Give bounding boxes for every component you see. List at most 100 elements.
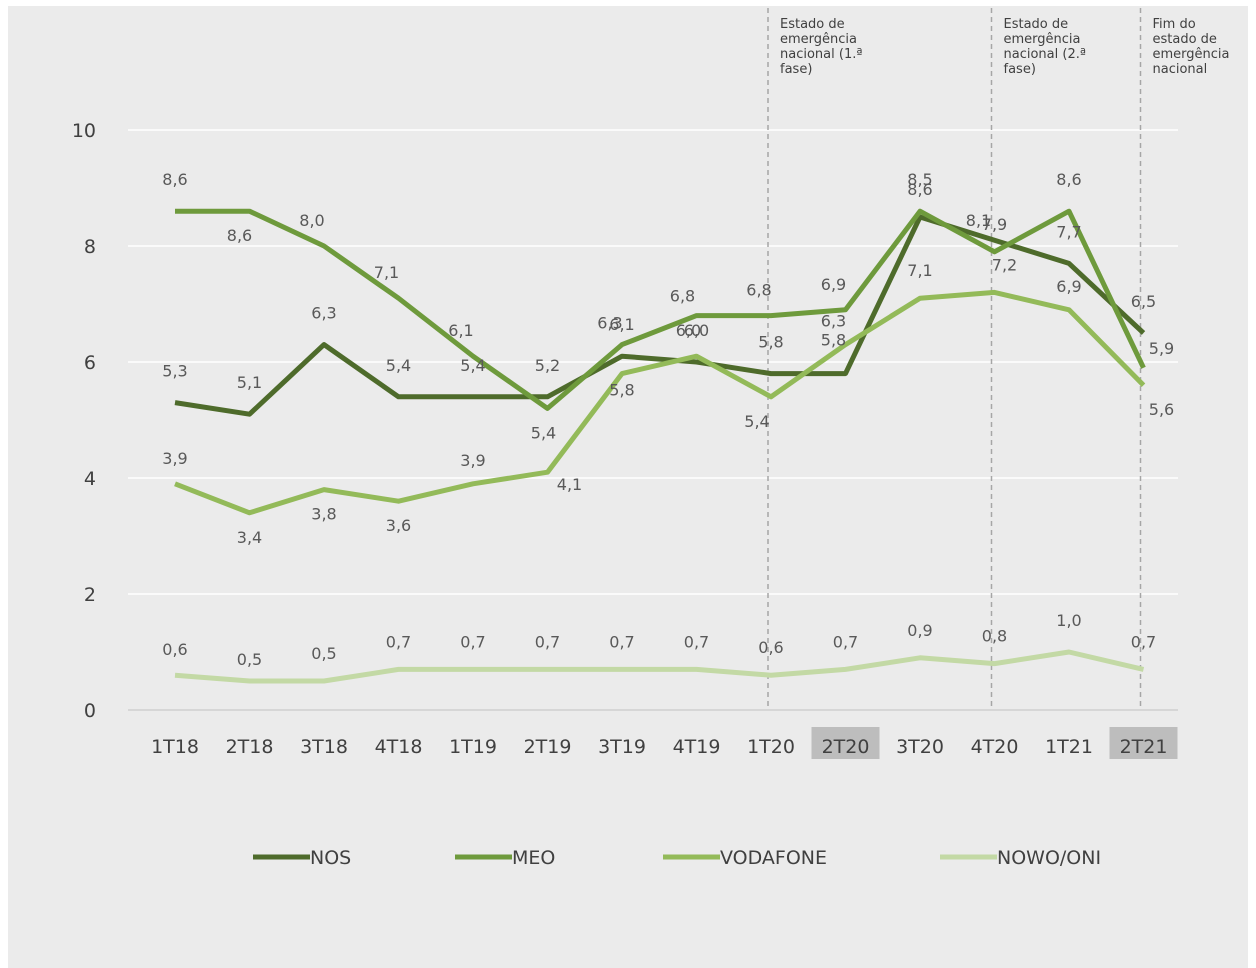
legend-label: NOS: [310, 847, 351, 869]
data-label: 7,1: [907, 261, 932, 280]
data-label: 0,9: [907, 621, 932, 640]
event-annotation-text: nacional: [1153, 62, 1208, 77]
data-label: 6,9: [821, 275, 846, 294]
y-tick-label: 8: [84, 236, 96, 258]
data-label: 5,8: [609, 381, 634, 400]
data-label: 0,7: [460, 632, 485, 651]
y-tick-label: 10: [72, 120, 96, 142]
data-label: 5,4: [531, 423, 556, 442]
data-label: 5,4: [744, 412, 769, 431]
series-line-nos: [174, 214, 1146, 417]
data-label: 8,6: [1056, 170, 1081, 189]
data-label: 5,1: [237, 373, 262, 392]
x-axis: 1T18 2T18 3T18 4T18 1T19 2T19 3T19 4T19 1T20 2T20…: [151, 727, 1178, 759]
legend-label: NOWO/ONI: [997, 847, 1101, 869]
data-label: 6,5: [1131, 292, 1156, 311]
event-annotation-text: fase): [1004, 62, 1036, 77]
data-label: 5,4: [386, 356, 411, 375]
x-tick-label: 1T20: [747, 736, 795, 758]
data-label: 8,5: [907, 170, 932, 189]
data-label: 7,7: [1056, 222, 1081, 241]
y-tick-label: 4: [84, 468, 96, 490]
event-annotation-text: Fim do: [1153, 17, 1196, 32]
x-tick-label: 2T18: [226, 736, 274, 758]
x-tick-label: 3T20: [896, 736, 944, 758]
data-label: 0,7: [535, 632, 560, 651]
data-label: 7,2: [992, 255, 1017, 274]
event-annotation-text: emergência: [1004, 32, 1081, 47]
data-label: 8,6: [162, 170, 187, 189]
data-label: 0,7: [1131, 632, 1156, 651]
y-tick-label: 6: [84, 352, 96, 374]
data-label: 0,5: [311, 644, 336, 663]
series-line-meo: [175, 208, 1146, 411]
x-tick-label: 3T19: [598, 736, 646, 758]
y-tick-label: 0: [84, 700, 96, 722]
data-label: 6,8: [670, 287, 695, 306]
data-label: 5,8: [821, 331, 846, 350]
data-label: 0,5: [237, 650, 262, 669]
data-label: 6,0: [676, 321, 701, 340]
data-label: 3,4: [237, 528, 262, 547]
y-axis: 0 2 4 6 8 10: [72, 120, 96, 722]
gridlines: [128, 129, 1178, 711]
event-annotation-text: emergência: [780, 32, 857, 47]
series-lines: [174, 208, 1146, 684]
x-tick-label: 2T19: [524, 736, 572, 758]
series-line-vodafone: [174, 289, 1146, 516]
x-tick-label: 1T21: [1045, 736, 1093, 758]
data-label: 6,1: [609, 315, 634, 334]
data-label: 3,9: [162, 449, 187, 468]
data-label: 0,7: [833, 632, 858, 651]
x-tick-label: 4T20: [971, 736, 1019, 758]
x-tick-highlight: [1109, 727, 1178, 759]
data-label: 5,2: [535, 356, 560, 375]
data-labels: 5,3 5,1 6,3 5,4 5,4 5,2 6,1 6,0 5,8 5,8 8,6 8,1 7,7 6…: [162, 170, 1174, 669]
data-label: 6,1: [448, 321, 473, 340]
x-tick-label: 1T19: [449, 736, 497, 758]
x-tick-label: 4T19: [673, 736, 721, 758]
data-label: 8,6: [227, 226, 252, 245]
legend-label: VODAFONE: [720, 847, 827, 869]
x-tick-label: 1T18: [151, 736, 199, 758]
data-label: 0,7: [684, 632, 709, 651]
data-label: 5,6: [1149, 400, 1174, 419]
data-label: 6,3: [311, 304, 336, 323]
series-line-nowo-oni: [174, 649, 1145, 684]
data-label: 0,8: [982, 627, 1007, 646]
data-label: 7,1: [374, 263, 399, 282]
x-tick-label: 2T21: [1120, 736, 1168, 758]
data-label: 6,3: [597, 314, 622, 333]
data-label: 3,9: [460, 451, 485, 470]
event-annotation-text: fase): [780, 62, 812, 77]
data-label: 8,0: [299, 211, 324, 230]
data-label: 0,7: [609, 632, 634, 651]
data-label: 5,3: [162, 362, 187, 381]
data-label: 6,9: [1056, 277, 1081, 296]
x-tick-label: 3T18: [300, 736, 348, 758]
data-label: 6,3: [821, 312, 846, 331]
data-label: 5,8: [758, 333, 783, 352]
event-annotation-text: nacional (2.ª: [1004, 47, 1086, 62]
data-label: 6,8: [746, 281, 771, 300]
event-annotation-text: nacional (1.ª: [780, 47, 862, 62]
data-label: 4,1: [557, 475, 582, 494]
data-label: 5,4: [460, 356, 485, 375]
x-tick-label: 2T20: [822, 736, 870, 758]
event-annotation-text: Estado de: [780, 17, 845, 32]
data-label: 8,1: [966, 211, 991, 230]
x-tick-highlight: [811, 727, 880, 759]
data-label: 6,0: [684, 321, 709, 340]
data-label: 3,8: [311, 505, 336, 524]
event-annotation-text: estado de: [1153, 32, 1217, 47]
data-label: 0,6: [162, 640, 187, 659]
data-label: 0,7: [386, 632, 411, 651]
legend-label: MEO: [512, 847, 555, 869]
data-label: 7,9: [982, 215, 1007, 234]
data-label: 0,6: [758, 638, 783, 657]
x-tick-label: 4T18: [375, 736, 423, 758]
data-label: 3,6: [386, 516, 411, 535]
data-label: 8,6: [907, 180, 932, 199]
